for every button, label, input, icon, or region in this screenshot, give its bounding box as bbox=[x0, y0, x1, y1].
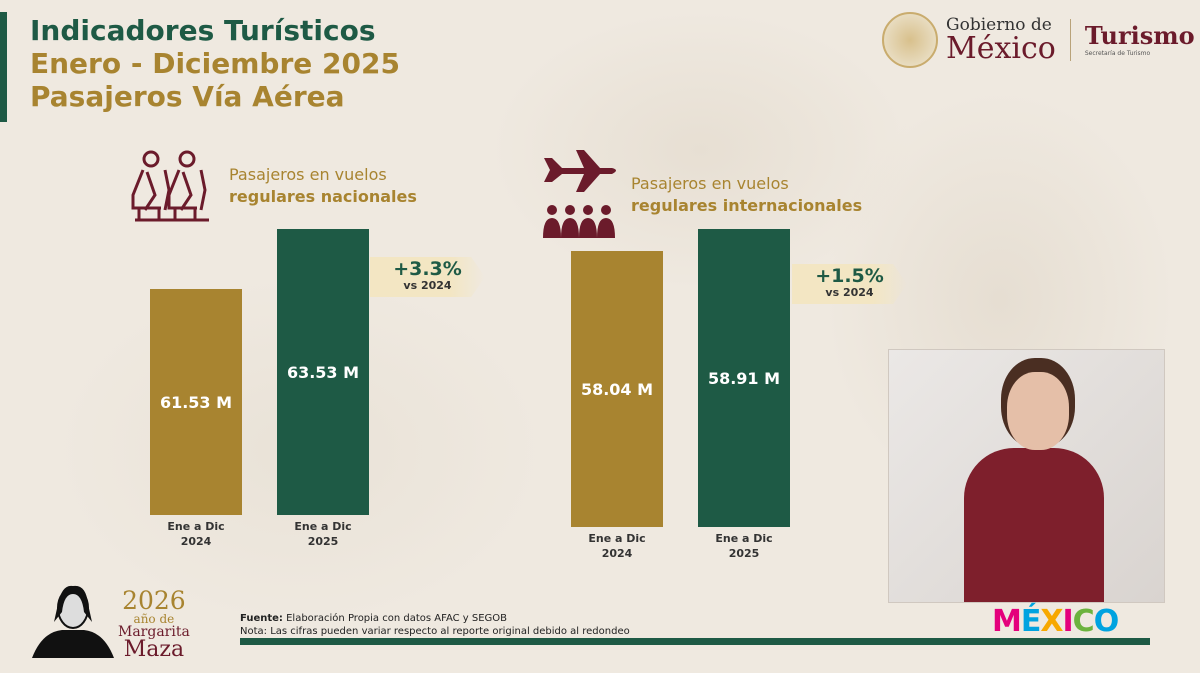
chart2-x-label-1: Ene a Dic 2025 bbox=[715, 532, 773, 560]
gobierno-logo: Gobierno de México Turismo Secretaría de T… bbox=[882, 12, 1195, 68]
source-text: Elaboración Propia con datos AFAC y SEGO… bbox=[282, 613, 508, 624]
chart2-bar-0: 58.04 M bbox=[571, 251, 663, 527]
dept-name: Turismo bbox=[1084, 20, 1195, 50]
national-seal-icon bbox=[882, 12, 938, 68]
chart2-x-label-0: Ene a Dic 2024 bbox=[588, 532, 646, 560]
interpreter-figure bbox=[964, 448, 1104, 602]
title-accent-bar bbox=[0, 12, 7, 122]
bar-value-label: 63.53 M bbox=[286, 362, 360, 382]
page-title: Indicadores Turísticos bbox=[30, 14, 376, 47]
note-text: Nota: Las cifras pueden variar respecto … bbox=[240, 626, 630, 637]
logo-divider bbox=[1069, 19, 1071, 61]
chart1-bar-1: 63.53 M bbox=[277, 229, 369, 515]
chart1-change-badge: +3.3% vs 2024 bbox=[370, 257, 485, 297]
bar-value-label: 58.04 M bbox=[580, 379, 654, 399]
mexico-brand-logo: MÉXICO bbox=[992, 604, 1119, 639]
chart1-x-label-1: Ene a Dic 2025 bbox=[294, 520, 352, 548]
footnote: Fuente: Elaboración Propia con datos AFA… bbox=[240, 612, 630, 638]
chart2-change-badge: +1.5% vs 2024 bbox=[792, 264, 907, 304]
logo-line1: Gobierno de bbox=[946, 14, 1052, 35]
bar-value-label: 61.53 M bbox=[159, 392, 233, 412]
chart2-caption: Pasajeros en vuelos regulares internacion… bbox=[631, 174, 863, 215]
subtitle: Pasajeros Vía Aérea bbox=[30, 80, 345, 113]
dept-sub: Secretaría de Turismo bbox=[1084, 49, 1151, 57]
source-label: Fuente: bbox=[240, 613, 283, 624]
period: Enero - Diciembre 2025 bbox=[30, 47, 400, 80]
chart1-bar-0: 61.53 M bbox=[150, 289, 242, 515]
bar-value-label: 58.91 M bbox=[707, 368, 781, 388]
footer-line bbox=[240, 638, 1150, 645]
airplane-group-icon bbox=[543, 150, 616, 238]
logo-line2: México bbox=[946, 30, 1056, 66]
chart2-bar-1: 58.91 M bbox=[698, 229, 790, 527]
margarita-maza-portrait bbox=[32, 585, 114, 658]
chart1-caption: Pasajeros en vuelos regulares nacionales bbox=[229, 165, 417, 206]
chart1-x-label-0: Ene a Dic 2024 bbox=[167, 520, 225, 548]
sign-language-interpreter-video bbox=[888, 349, 1165, 603]
interpreter-head bbox=[1007, 372, 1069, 450]
seated-passengers-icon bbox=[131, 150, 209, 222]
margarita-maza-logo: 2026 año de Margarita Maza bbox=[118, 586, 190, 662]
